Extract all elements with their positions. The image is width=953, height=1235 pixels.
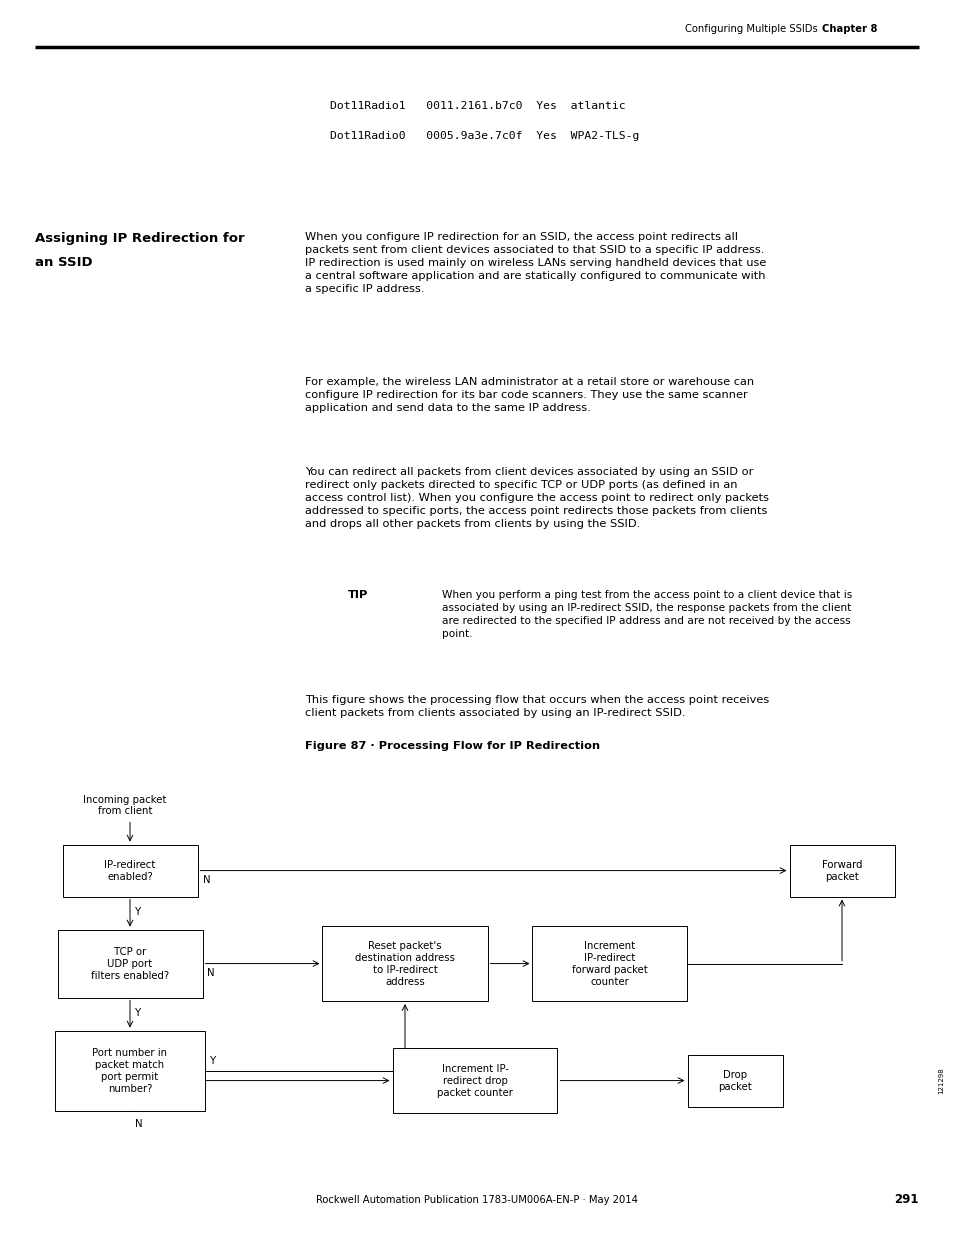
Text: 291: 291 (894, 1193, 918, 1205)
Text: Chapter 8: Chapter 8 (821, 25, 877, 35)
Text: Configuring Multiple SSIDs: Configuring Multiple SSIDs (684, 25, 817, 35)
Text: Increment
IP-redirect
forward packet
counter: Increment IP-redirect forward packet cou… (572, 941, 647, 987)
Text: an SSID: an SSID (35, 256, 92, 269)
Text: Drop
packet: Drop packet (718, 1070, 751, 1092)
Text: 121298: 121298 (937, 1067, 943, 1094)
Text: Figure 87 · Processing Flow for IP Redirection: Figure 87 · Processing Flow for IP Redir… (305, 741, 599, 751)
Text: TIP: TIP (348, 590, 368, 600)
FancyBboxPatch shape (789, 845, 894, 897)
Text: Port number in
packet match
port permit
number?: Port number in packet match port permit … (92, 1047, 168, 1093)
Text: Rockwell Automation Publication 1783-UM006A-EN-P · May 2014: Rockwell Automation Publication 1783-UM0… (315, 1195, 638, 1205)
Text: Y: Y (135, 1008, 141, 1018)
FancyBboxPatch shape (687, 1055, 781, 1107)
Text: N: N (135, 1119, 143, 1129)
Text: Dot11Radio0   0005.9a3e.7c0f  Yes  WPA2-TLS-g: Dot11Radio0 0005.9a3e.7c0f Yes WPA2-TLS-… (330, 131, 639, 141)
FancyBboxPatch shape (57, 930, 202, 998)
Text: Incoming packet
from client: Incoming packet from client (83, 794, 167, 816)
Text: Assigning IP Redirection for: Assigning IP Redirection for (35, 232, 244, 246)
Text: IP-redirect
enabled?: IP-redirect enabled? (104, 860, 155, 882)
Text: Reset packet's
destination address
to IP-redirect
address: Reset packet's destination address to IP… (355, 941, 455, 987)
FancyBboxPatch shape (322, 926, 487, 1002)
Text: Dot11Radio1   0011.2161.b7c0  Yes  atlantic: Dot11Radio1 0011.2161.b7c0 Yes atlantic (330, 101, 625, 111)
Text: Y: Y (210, 1056, 216, 1066)
Text: N: N (208, 967, 214, 978)
Text: You can redirect all packets from client devices associated by using an SSID or
: You can redirect all packets from client… (305, 467, 768, 529)
FancyBboxPatch shape (55, 1030, 205, 1110)
FancyBboxPatch shape (63, 845, 197, 897)
Text: TCP or
UDP port
filters enabled?: TCP or UDP port filters enabled? (91, 946, 169, 981)
Text: Increment IP-
redirect drop
packet counter: Increment IP- redirect drop packet count… (436, 1063, 513, 1098)
Text: Y: Y (135, 906, 141, 916)
Text: For example, the wireless LAN administrator at a retail store or warehouse can
c: For example, the wireless LAN administra… (305, 377, 753, 412)
Text: When you perform a ping test from the access point to a client device that is
as: When you perform a ping test from the ac… (441, 590, 851, 640)
FancyBboxPatch shape (532, 926, 687, 1002)
FancyBboxPatch shape (392, 1049, 557, 1113)
Text: Forward
packet: Forward packet (821, 860, 862, 882)
Text: N: N (202, 874, 210, 884)
Text: When you configure IP redirection for an SSID, the access point redirects all
pa: When you configure IP redirection for an… (305, 232, 765, 294)
Text: This figure shows the processing flow that occurs when the access point receives: This figure shows the processing flow th… (305, 695, 768, 719)
